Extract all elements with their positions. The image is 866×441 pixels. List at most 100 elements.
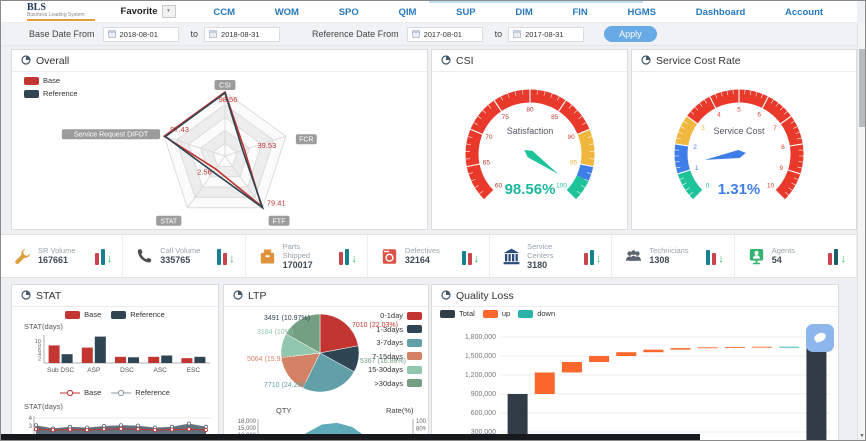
legend-30days[interactable]: >30days: [374, 379, 422, 388]
svg-text:CSI: CSI: [219, 83, 231, 90]
tab-fin[interactable]: FIN: [572, 6, 588, 18]
svg-text:70: 70: [485, 134, 493, 141]
kpi-call-volume[interactable]: Call Volume 335765 ↓: [123, 235, 246, 277]
pie-clock-icon: [441, 52, 451, 70]
panel-title: Overall: [36, 54, 70, 67]
legend-label: 1-3days: [376, 324, 403, 334]
legend-base[interactable]: Base: [60, 388, 101, 397]
kpi-defectives[interactable]: Defectives 32164 ↓: [368, 235, 491, 277]
tab-hgms[interactable]: HGMS: [627, 6, 657, 18]
kpi-value: 170017: [282, 259, 313, 270]
panel-title: CSI: [456, 54, 474, 67]
legend-label: up: [501, 309, 511, 318]
svg-text:7: 7: [773, 125, 777, 132]
vertical-scrollbar[interactable]: ▼: [857, 23, 865, 440]
bank-icon: [503, 248, 520, 265]
kpi-trend-bars: ↓: [217, 247, 235, 265]
kpi-value: 167661: [38, 255, 69, 266]
tab-wom[interactable]: WOM: [274, 6, 299, 18]
tab-sup[interactable]: SUP: [456, 6, 476, 18]
legend-0-1day[interactable]: 0-1day: [380, 311, 422, 320]
app-logo: BLS Business Leading System: [27, 2, 95, 21]
svg-text:85: 85: [551, 114, 559, 121]
svg-text:15,000: 15,000: [238, 426, 257, 432]
ref-from-value: 2017-08-01: [423, 29, 462, 39]
kpi-parts-shipped[interactable]: Parts Shipped 170017 ↓: [246, 235, 368, 277]
legend-15-30days[interactable]: 15-30days: [368, 365, 422, 374]
legend-label: Total: [459, 309, 475, 318]
legend-reference[interactable]: Reference: [111, 310, 165, 319]
ref-to-field[interactable]: 2017-08-31: [508, 26, 585, 42]
svg-text:2.56: 2.56: [197, 168, 212, 177]
kpi-label: Service Centers: [527, 241, 554, 260]
overall-radar-chart: CSI FCR FTF STAT Service Request DIFOT 98.56 3…: [61, 80, 317, 226]
svg-text:100%: 100%: [416, 419, 426, 425]
tab-dashboard[interactable]: Dashboard: [695, 6, 746, 18]
stat-panel: STAT Base Reference STAT(days) 2 4 6 8 10 Sub …: [11, 284, 219, 440]
chat-brush-fab-button[interactable]: [806, 324, 834, 352]
tab-qim[interactable]: QIM: [398, 6, 417, 18]
kpi-value: 1308: [649, 255, 670, 266]
chevron-down-icon: ▼: [161, 5, 176, 18]
svg-text:2: 2: [38, 357, 41, 363]
overall-legend: Base Reference: [24, 76, 78, 98]
panel-header: Service Cost Rate: [632, 50, 856, 72]
legend-1-3days[interactable]: 1-3days: [376, 325, 422, 334]
tab-ccm[interactable]: CCM: [213, 6, 235, 18]
kpi-label: Parts Shipped: [282, 241, 311, 260]
legend-total[interactable]: Total: [440, 309, 475, 318]
svg-text:18,000: 18,000: [238, 419, 257, 425]
wrench-icon: [14, 248, 31, 265]
panel-title: STAT: [36, 289, 62, 302]
legend-label: Reference: [135, 388, 170, 397]
tab-spo[interactable]: SPO: [338, 6, 359, 18]
base-to-value: 2018-08-31: [221, 29, 260, 39]
legend-down[interactable]: down: [518, 309, 555, 318]
box-icon: [259, 248, 276, 265]
pie-label: 3184 (10%): [257, 329, 294, 336]
svg-text:6: 6: [38, 348, 41, 354]
legend-7-15days[interactable]: 7-15days: [372, 352, 422, 361]
legend-base[interactable]: Base: [24, 76, 78, 85]
svg-text:80: 80: [526, 107, 534, 114]
panel-header: LTP: [224, 285, 428, 307]
tab-account[interactable]: Account: [785, 6, 824, 18]
service-cost-rate-panel: Service Cost Rate 0 1 2 3 4 5 6 7 8 9 10 Service Co…: [631, 49, 857, 230]
legend-reference[interactable]: Reference: [111, 388, 170, 397]
favorite-dropdown[interactable]: Favorite ▼: [121, 5, 176, 18]
kpi-label: Call Volume: [160, 246, 201, 256]
ref-from-field[interactable]: 2017-08-01: [406, 26, 483, 42]
pie-clock-icon: [233, 287, 243, 305]
base-from-field[interactable]: 2018-08-01: [102, 26, 179, 42]
window-bottom-edge: [1, 434, 700, 440]
quality-loss-waterfall-chart: 300,000 600,000 900,000 1,200,000 1,500,000 1…: [465, 334, 830, 440]
svg-text:4: 4: [717, 111, 721, 118]
legend-base[interactable]: Base: [65, 310, 101, 319]
svg-text:3: 3: [701, 125, 705, 132]
filter-bar: Base Date From 2018-08-01 to 2018-08-31 …: [1, 23, 857, 46]
legend-label: Base: [43, 76, 61, 85]
kpi-sr-volume[interactable]: SR Volume 167661 ↓: [1, 235, 124, 277]
ltp-qty-axis-label: QTY: [276, 406, 292, 415]
kpi-service-centers[interactable]: Service Centers 3180 ↓: [490, 235, 613, 277]
kpi-agents[interactable]: Agents 54 ↓: [735, 235, 857, 277]
apply-button[interactable]: Apply: [604, 26, 657, 42]
nav-tabs: CCM WOM SPO QIM SUP DIM FIN HGMS Dashboard Accoun…: [194, 2, 843, 22]
panel-title: LTP: [248, 289, 267, 302]
favorite-label: Favorite: [120, 6, 158, 17]
svg-text:80%: 80%: [416, 427, 426, 433]
legend-3-7days[interactable]: 3-7days: [376, 338, 422, 347]
svg-text:10: 10: [767, 182, 775, 189]
legend-up[interactable]: up: [482, 309, 511, 318]
kpi-technicians[interactable]: Technicians 1308 ↓: [612, 235, 735, 277]
pie-label: 5064 (15.91%): [247, 356, 293, 363]
svg-text:8: 8: [38, 343, 41, 349]
svg-text:STAT: STAT: [160, 218, 178, 225]
calendar-icon: [411, 30, 420, 38]
scrollbar-thumb[interactable]: [859, 49, 865, 127]
legend-reference[interactable]: Reference: [24, 89, 78, 98]
tab-dim[interactable]: DIM: [515, 6, 533, 18]
scroll-down-chevron-icon[interactable]: ▼: [859, 433, 865, 439]
logo-title: BLS: [27, 2, 46, 13]
base-to-field[interactable]: 2018-08-31: [204, 26, 281, 42]
